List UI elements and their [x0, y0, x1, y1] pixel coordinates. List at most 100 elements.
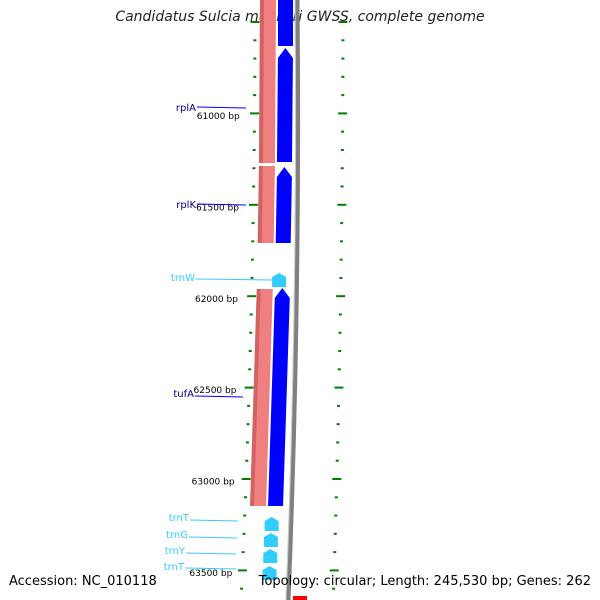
- right-track-tick: [337, 404, 341, 407]
- cds-arrow-tufA: [268, 288, 290, 506]
- right-track-tick: [336, 295, 346, 298]
- left-track-tick: [245, 441, 249, 444]
- feature-label: trnG: [166, 530, 188, 541]
- feature-track: [262, 0, 293, 580]
- left-track-tick: [247, 404, 251, 407]
- right-track-tick: [341, 130, 345, 133]
- right-track-tick: [340, 185, 344, 188]
- right-tick-track: [329, 21, 348, 590]
- left-track-tick: [252, 167, 256, 170]
- right-track-tick: [329, 569, 339, 572]
- right-track-tick: [332, 478, 342, 480]
- left-track-tick: [243, 514, 247, 517]
- genome-backbone: [285, 0, 301, 600]
- ruler-label: 63500 bp: [189, 569, 232, 579]
- feature-label: trnT: [169, 513, 190, 524]
- feature-label: trnW: [171, 273, 195, 284]
- trna-arrow-trnT: [262, 566, 277, 580]
- right-track-tick: [340, 167, 344, 170]
- right-track-tick: [340, 148, 344, 151]
- right-track-tick: [334, 386, 344, 389]
- right-track-tick: [334, 514, 338, 517]
- right-track-tick: [340, 222, 344, 225]
- left-track-tick: [252, 148, 256, 151]
- right-track-tick: [341, 39, 345, 42]
- ruler-label: 63000 bp: [192, 478, 235, 488]
- left-track-tick: [248, 368, 252, 371]
- genome-summary-text: Topology: circular; Length: 245,530 bp; …: [258, 574, 591, 589]
- right-track-tick: [337, 203, 347, 206]
- left-track-tick: [248, 350, 252, 353]
- left-track-tick: [250, 112, 260, 115]
- accession-text: Accession: NC_010118: [9, 574, 157, 589]
- map-title: Candidatus Sulcia muelleri GWSS, complet…: [115, 9, 485, 25]
- label-leader-line: [196, 203, 247, 206]
- right-track-tick: [338, 350, 342, 353]
- feature-label: tufA: [173, 389, 194, 400]
- right-track-tick: [339, 240, 343, 243]
- left-track-tick: [240, 587, 244, 590]
- ruler-label: 62500 bp: [194, 386, 237, 396]
- right-track-tick: [338, 331, 342, 334]
- left-track-tick: [250, 276, 254, 279]
- trna-arrow-trnT: [264, 517, 279, 531]
- trna-arrow-trnW: [272, 273, 287, 287]
- label-leader-line: [194, 395, 244, 398]
- left-track-tick: [251, 240, 255, 243]
- feature-label: rplK: [176, 200, 196, 211]
- left-track-tick: [244, 386, 254, 389]
- left-track-tick: [252, 130, 256, 133]
- left-track-tick: [253, 75, 257, 78]
- feature-label: rplA: [176, 103, 196, 114]
- left-track-tick: [241, 478, 251, 480]
- left-track-tick: [253, 39, 257, 42]
- left-track-tick: [251, 222, 255, 225]
- right-track-tick: [333, 532, 337, 535]
- right-track-tick: [338, 21, 348, 23]
- ruler-label: 62000 bp: [195, 295, 238, 305]
- left-track-tick: [242, 532, 246, 535]
- left-track-tick: [237, 569, 247, 572]
- left-track-tick: [249, 331, 253, 334]
- feature-label: trnT: [164, 562, 185, 573]
- left-track-tick: [252, 185, 256, 188]
- right-track-tick: [332, 587, 336, 590]
- right-track-tick: [338, 112, 348, 115]
- left-track-tick: [253, 94, 257, 97]
- label-leader-line: [195, 278, 274, 281]
- right-track-tick: [333, 551, 337, 554]
- left-track-tick: [248, 203, 258, 206]
- left-tick-track: [237, 21, 260, 590]
- label-leader-line: [185, 552, 237, 555]
- gc-content-track: [250, 0, 276, 506]
- right-track-tick: [341, 57, 345, 60]
- left-track-tick: [247, 295, 257, 298]
- ruler-label: 61000 bp: [197, 112, 240, 122]
- right-track-tick: [336, 441, 340, 444]
- feature-labels: rplA rplK trnW tufA trnT trnG trnY trnT: [164, 103, 274, 573]
- label-leader-line: [196, 106, 247, 109]
- left-track-tick: [250, 258, 254, 261]
- left-track-tick: [241, 551, 245, 554]
- label-leader-line: [189, 519, 239, 522]
- right-track-tick: [338, 313, 342, 316]
- left-track-tick: [253, 57, 257, 60]
- cds-arrow-rplK: [275, 167, 292, 243]
- left-track-tick: [246, 423, 250, 426]
- right-track-tick: [339, 258, 343, 261]
- right-track-tick: [335, 459, 339, 462]
- trna-arrow-trnY: [263, 549, 278, 563]
- left-track-tick: [245, 459, 249, 462]
- left-track-tick: [250, 21, 260, 23]
- cds-arrow-rplA: [276, 48, 293, 162]
- label-leader-line: [184, 567, 237, 570]
- right-track-tick: [341, 75, 345, 78]
- label-leader-line: [188, 536, 238, 539]
- left-track-tick: [249, 313, 253, 316]
- left-track-tick: [243, 496, 247, 499]
- ruler-label: 61500 bp: [196, 203, 239, 213]
- trna-arrow-trnG: [263, 533, 278, 547]
- cds-arrow-upstream: [278, 0, 293, 46]
